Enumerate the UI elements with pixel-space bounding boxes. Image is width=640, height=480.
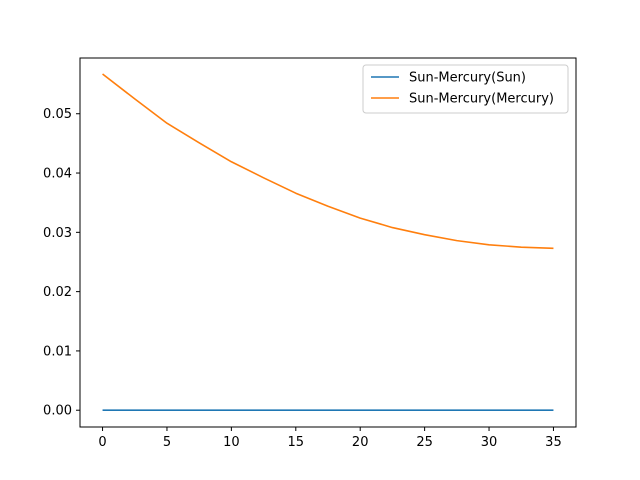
x-tick-label: 35 [545, 435, 562, 450]
plot-area [102, 73, 554, 412]
axes-frame [79, 57, 577, 428]
x-tick-label: 15 [288, 435, 305, 450]
y-axis: 0.00 0.01 0.02 0.03 0.04 0.05 [43, 107, 80, 419]
x-tick-label: 20 [352, 435, 369, 450]
legend: Sun-Mercury(Sun) Sun-Mercury(Mercury) [362, 64, 569, 114]
x-tick-label: 30 [481, 435, 498, 450]
series-line-1 [102, 73, 554, 250]
y-tick-label: 0.03 [43, 226, 72, 241]
y-tick-label: 0.01 [43, 344, 72, 359]
legend-label-0: Sun-Mercury(Sun) [409, 71, 526, 86]
x-tick-label: 5 [163, 435, 171, 450]
x-tick-label: 0 [98, 435, 106, 450]
x-axis: 0 5 10 15 20 25 30 35 [98, 427, 562, 450]
y-tick-label: 0.04 [43, 167, 72, 182]
y-tick-label: 0.02 [43, 285, 72, 300]
x-tick-label: 25 [416, 435, 433, 450]
x-tick-label: 10 [223, 435, 240, 450]
legend-label-1: Sun-Mercury(Mercury) [409, 92, 554, 107]
legend-box [362, 64, 569, 114]
y-tick-label: 0.00 [43, 404, 72, 419]
y-tick-label: 0.05 [43, 107, 72, 122]
